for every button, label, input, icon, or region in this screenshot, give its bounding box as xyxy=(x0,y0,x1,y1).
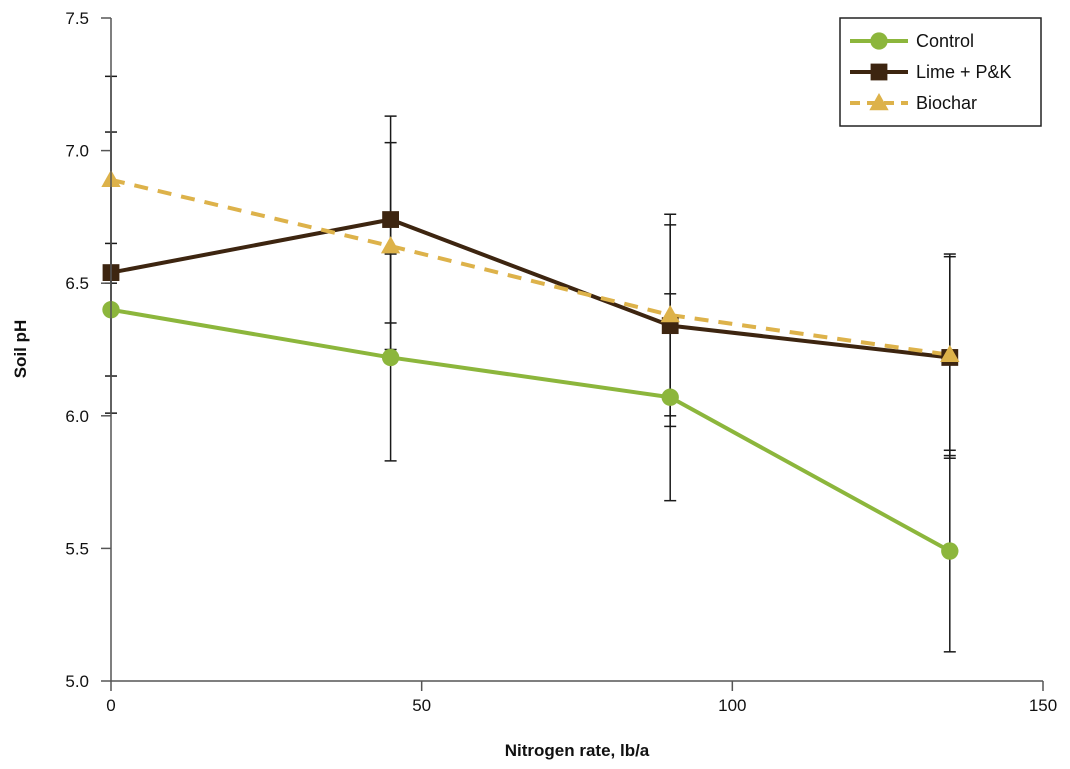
series-line-biochar xyxy=(110,177,951,357)
legend-marker-biochar xyxy=(869,93,889,111)
data-point-lime-p-k xyxy=(382,211,399,228)
y-tick-label: 7.0 xyxy=(65,142,89,161)
series-line-lime-p-k xyxy=(110,217,951,360)
legend-label-control: Control xyxy=(916,31,974,51)
data-point-control xyxy=(381,348,400,367)
series-line-control xyxy=(110,307,951,553)
data-point-control xyxy=(661,388,679,406)
x-tick-label: 150 xyxy=(1029,696,1057,715)
legend-label-biochar: Biochar xyxy=(916,93,977,113)
series-markers-layer xyxy=(101,169,960,560)
x-tick-label: 50 xyxy=(412,696,431,715)
data-point-biochar xyxy=(380,236,401,254)
x-tick-label: 0 xyxy=(106,696,115,715)
series-lines-layer xyxy=(110,177,951,553)
data-point-biochar xyxy=(660,305,680,323)
data-point-control xyxy=(941,542,959,560)
data-point-biochar xyxy=(940,344,960,363)
legend: Control Lime + P&K Biochar xyxy=(839,17,1042,127)
x-tick-label: 100 xyxy=(718,696,746,715)
axes-layer: 5.0 5.5 6.0 6.5 7.0 7.5 0 50 100 150 xyxy=(65,9,1057,715)
legend-marker-lime-p-k xyxy=(870,63,888,81)
legend-label-lime-p-k: Lime + P&K xyxy=(916,62,1012,82)
y-tick-label: 6.5 xyxy=(65,274,89,293)
y-tick-label: 7.5 xyxy=(65,9,89,28)
y-tick-label: 5.5 xyxy=(65,539,89,558)
x-axis-title: Nitrogen rate, lb/a xyxy=(505,741,650,760)
y-tick-label: 6.0 xyxy=(65,407,89,426)
y-tick-label: 5.0 xyxy=(65,672,89,691)
error-bars-layer xyxy=(105,75,956,653)
y-axis-title: Soil pH xyxy=(11,320,30,379)
legend-marker-control xyxy=(870,32,888,50)
